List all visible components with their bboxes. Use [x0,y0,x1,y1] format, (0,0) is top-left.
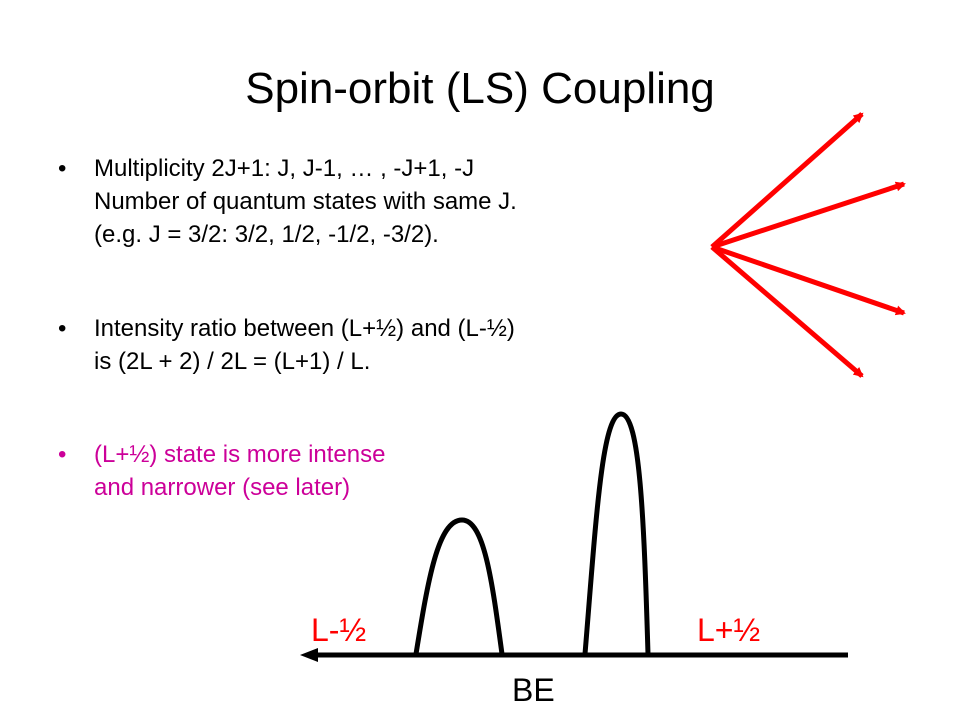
splitting-arrows [710,112,906,378]
bullet-line: (L+½) state is more intense [94,441,386,468]
bullet-line: Multiplicity 2J+1: J, J-1, … , -J+1, -J [94,155,475,182]
bullet-line: is (2L + 2) / 2L = (L+1) / L. [94,348,371,375]
bullet-text: Intensity ratio between (L+½) and (L-½) … [94,312,515,378]
bullet-dot: • [58,155,67,182]
peak-label-l-minus-half: L-½ [311,612,367,648]
arrow-2 [711,181,906,250]
peak-l-plus-half [582,411,651,655]
bullet-text: (L+½) state is more intense and narrower… [94,438,385,504]
peak-l-minus-half [413,517,505,655]
arrow-4 [710,245,864,378]
slide-title: Spin-orbit (LS) Coupling [245,64,715,113]
bullet-text: Multiplicity 2J+1: J, J-1, … , -J+1, -J … [94,152,517,251]
peak-label-l-plus-half: L+½ [697,612,761,648]
bullet-line: (e.g. J = 3/2: 3/2, 1/2, -1/2, -3/2). [94,221,439,248]
bullet-line: and narrower (see later) [94,474,351,501]
arrow-3 [711,244,906,316]
axis-label-be: BE [512,672,555,708]
bullet-line: Number of quantum states with same J. [94,188,517,215]
bullet-dot: • [58,315,67,342]
bullet-dot: • [58,441,67,468]
arrow-1 [710,112,864,249]
bullet-line: Intensity ratio between (L+½) and (L-½) [94,315,515,342]
